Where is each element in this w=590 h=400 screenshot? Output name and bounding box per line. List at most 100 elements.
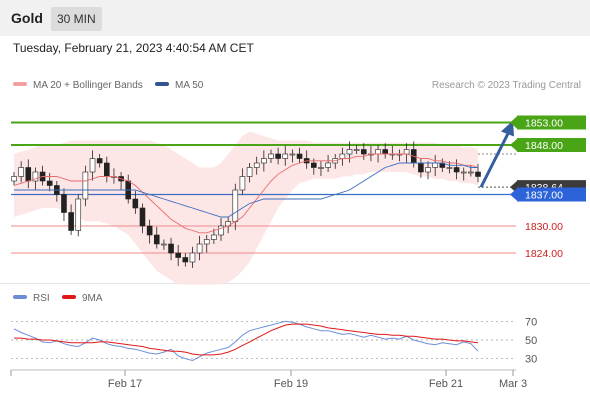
bollinger-band-fill xyxy=(14,131,478,285)
candle-body xyxy=(104,162,110,177)
resistance-badge-1-box xyxy=(517,115,586,130)
legend-9ma: 9MA xyxy=(62,293,103,304)
candle-body xyxy=(275,153,281,159)
candle-body xyxy=(182,257,189,263)
header-bar: Gold 30 MIN xyxy=(0,0,590,36)
forecast-arrow-shaft xyxy=(479,130,511,188)
candle-body xyxy=(32,171,39,182)
candle-body xyxy=(460,171,467,174)
candle-body xyxy=(339,153,346,159)
timeframe-badge[interactable]: 30 MIN xyxy=(51,7,102,31)
candle-body xyxy=(61,194,67,213)
rsi-tick-70: 70 xyxy=(525,316,537,328)
timestamp: Tuesday, February 21, 2023 4:40:54 AM CE… xyxy=(13,41,254,55)
candle-body xyxy=(318,167,324,169)
candle-body xyxy=(46,180,53,186)
candle-body xyxy=(375,149,381,155)
candle-body xyxy=(268,153,274,159)
candle-body xyxy=(25,167,32,182)
panel-divider xyxy=(0,283,590,284)
candle-body xyxy=(325,162,331,168)
candle-body xyxy=(175,252,181,258)
candle-body xyxy=(311,162,317,168)
candle-body xyxy=(253,162,260,168)
rsi-legend-label: RSI xyxy=(33,293,50,304)
candle-body xyxy=(89,158,96,173)
level-lines xyxy=(11,121,516,254)
resistance-badge-1-pointer xyxy=(510,115,518,130)
candle-body xyxy=(75,198,82,231)
candle-body xyxy=(346,149,353,155)
rsi-line xyxy=(13,320,479,362)
rsi-panel: 70 50 30 xyxy=(11,316,537,366)
candle-body xyxy=(425,167,431,173)
candle-body xyxy=(353,149,360,151)
candle-body xyxy=(289,153,296,156)
candle-body xyxy=(96,158,103,164)
resistance-badge-2-text: 1848.00 xyxy=(525,140,563,152)
candle-body xyxy=(296,153,303,159)
candle-body xyxy=(11,176,17,182)
time-tick-label: Feb 19 xyxy=(274,378,308,390)
ma20-line xyxy=(13,153,479,234)
pivot-badge-pointer xyxy=(510,187,518,202)
ma9-line xyxy=(14,323,479,356)
candle-body xyxy=(246,167,253,177)
pivot-badge: 1837.00 xyxy=(510,187,586,202)
ma50-legend-label: MA 50 xyxy=(175,80,204,91)
candle-body xyxy=(403,149,410,155)
support-label-1: 1830.00 xyxy=(525,221,563,233)
candle-body xyxy=(18,167,24,177)
candle-body xyxy=(239,176,246,191)
resistance-badge-2-box xyxy=(517,138,586,152)
candle-body xyxy=(360,149,367,155)
candle-body xyxy=(161,243,167,246)
candle-body xyxy=(232,189,239,222)
candle-body xyxy=(68,212,74,231)
candle-body xyxy=(153,234,160,245)
candle-body xyxy=(218,225,224,236)
ma9-swatch xyxy=(62,295,76,300)
candle-body xyxy=(475,171,481,177)
forecast-arrow-head xyxy=(501,120,514,137)
candle-body xyxy=(446,167,453,169)
time-tick-label: Feb 21 xyxy=(429,378,463,390)
rsi-tick-30: 30 xyxy=(525,354,537,366)
rsi-swatch xyxy=(13,295,27,300)
candle-body xyxy=(196,243,203,254)
research-credit: Research © 2023 Trading Central xyxy=(431,80,581,91)
legend-bollinger: MA 20 + Bollinger Bands xyxy=(13,80,143,91)
time-tick-label: Mar 3 xyxy=(499,378,527,390)
candle-body xyxy=(382,149,388,155)
candle-body xyxy=(468,171,474,174)
candle-body xyxy=(418,162,424,173)
candle-body xyxy=(82,171,89,200)
resistance-badge-1-text: 1853.00 xyxy=(525,118,563,130)
ma50-swatch xyxy=(155,82,169,87)
instrument-title: Gold xyxy=(11,10,43,26)
time-tick-label: Feb 17 xyxy=(108,378,142,390)
indicator-lines xyxy=(13,120,514,234)
resistance-badge-2: 1848.00 xyxy=(510,138,586,152)
ma50-line xyxy=(14,162,478,218)
candle-body xyxy=(132,198,139,209)
candle-body xyxy=(432,162,438,168)
legend-rsi: RSI xyxy=(13,293,50,304)
bollinger-legend-label: MA 20 + Bollinger Bands xyxy=(33,80,143,91)
ma9-legend-label: 9MA xyxy=(82,293,103,304)
candle-body xyxy=(139,207,146,227)
candle-body xyxy=(211,234,217,240)
pivot-badge-text: 1837.00 xyxy=(525,190,563,202)
candle-body xyxy=(189,252,196,263)
resistance-badge-2-pointer xyxy=(510,138,518,152)
candle-body xyxy=(453,167,460,173)
rsi-tick-50: 50 xyxy=(525,335,537,347)
bollinger-swatch xyxy=(13,82,27,87)
candle-body xyxy=(261,158,267,164)
support-label-2: 1824.00 xyxy=(525,248,563,260)
resistance-badge-1: 1853.00 xyxy=(510,115,586,130)
level-badges: 1853.001848.001838.641837.001830.001824.… xyxy=(510,115,586,260)
time-axis: Feb 17 Feb 19 Feb 21 Mar 3 xyxy=(10,369,527,390)
candle-body xyxy=(168,243,174,254)
